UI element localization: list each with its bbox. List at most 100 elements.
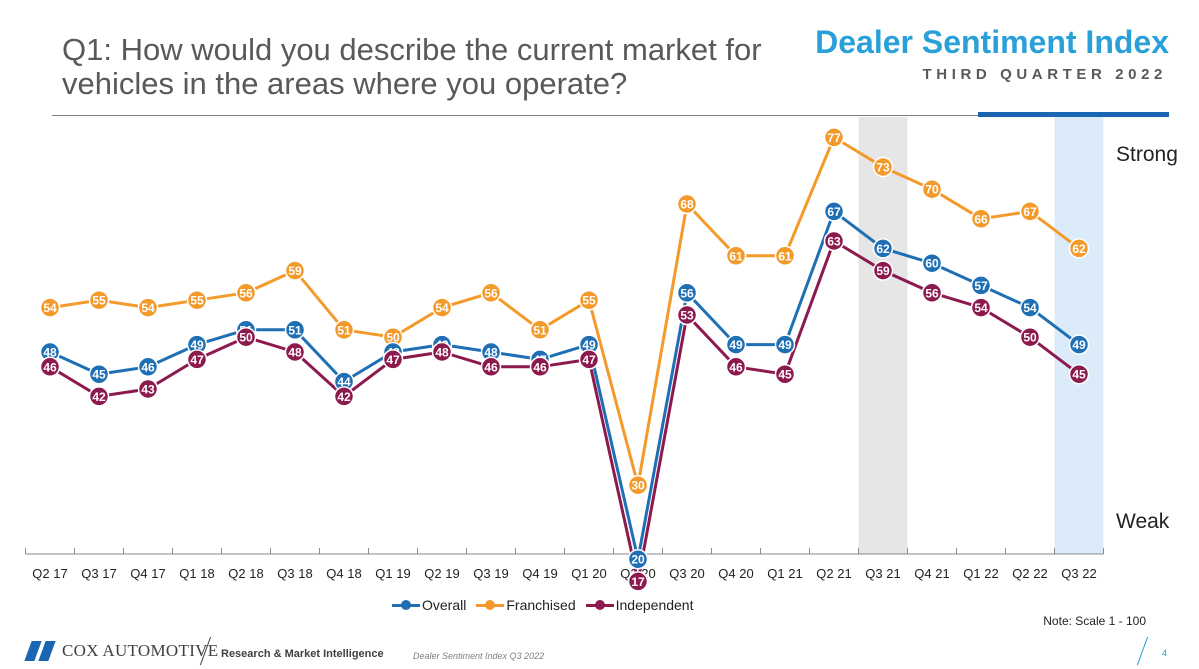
data-label-overall: 60 [925,257,939,271]
data-label-overall: 49 [582,338,596,352]
point-marker-independent [88,386,110,407]
data-point-overall: 60 [921,252,943,274]
legend-label-overall: Overall [422,597,467,613]
point-marker-franchised [970,208,992,230]
data-point-overall: 49 [774,334,796,355]
point-marker-independent [774,363,796,385]
data-point-franchised: 54 [137,297,159,318]
point-marker-franchised [235,282,257,304]
data-point-franchised: 56 [480,282,502,304]
point-marker-independent [382,349,404,370]
point-marker-independent [1019,326,1041,348]
series-line-independent [49,239,1080,583]
x-tick-label-q3-21: Q3 21 [865,566,900,581]
data-point-overall: 67 [823,201,845,222]
data-point-independent: 46 [39,356,61,378]
data-point-independent: 43 [137,378,159,400]
data-label-franchised: 54 [435,301,449,315]
brand-subtitle: THIRD QUARTER 2022 [922,66,1167,83]
y-label-weak: Weak [1116,510,1170,533]
point-marker-overall [88,363,110,385]
point-marker-franchised [627,474,649,496]
data-label-independent: 46 [533,360,547,374]
point-marker-independent [529,356,551,378]
x-tick-label-q3-20: Q3 20 [669,566,704,581]
point-marker-independent [970,297,992,318]
data-label-overall: 62 [876,242,890,256]
x-tick-label-q1-18: Q1 18 [179,566,214,581]
point-marker-independent [823,230,845,252]
data-label-independent: 63 [827,235,841,249]
point-marker-franchised [333,319,355,341]
data-label-overall: 46 [141,360,155,374]
data-label-independent: 42 [92,390,106,404]
data-point-independent: 53 [676,304,698,326]
data-label-independent: 47 [386,353,400,367]
point-marker-franchised [137,297,159,318]
point-marker-overall [872,238,894,259]
x-axis: Q2 17 Q3 17 Q4 17 Q1 18 Q2 18 Q3 18 Q4 18 Q1 19… [25,548,1104,581]
data-label-independent: 45 [1072,368,1086,382]
x-tick-label-q1-19: Q1 19 [375,566,410,581]
x-tick-label-q3-19: Q3 19 [473,566,508,581]
point-marker-franchised [431,297,453,318]
legend-swatch-franchised [476,598,505,612]
data-label-franchised: 61 [729,249,743,263]
data-point-overall: 62 [872,238,894,259]
data-label-franchised: 50 [386,331,400,345]
x-tick-label-q2-19: Q2 19 [424,566,459,581]
data-point-independent: 47 [186,349,208,370]
data-point-franchised: 70 [921,178,943,200]
data-label-independent: 42 [337,390,351,404]
data-label-independent: 47 [582,353,596,367]
data-point-overall: 51 [284,319,306,341]
x-tick-label-q4-21: Q4 21 [914,566,949,581]
data-point-overall: 57 [970,275,992,296]
data-point-independent: 50 [235,326,257,348]
point-marker-franchised [725,245,747,267]
data-point-overall: 20 [627,548,649,570]
data-point-independent: 46 [725,356,747,378]
data-point-franchised: 77 [823,127,845,148]
data-label-franchised: 59 [288,264,302,278]
point-marker-overall [970,275,992,296]
data-point-independent: 45 [774,363,796,385]
brand-title: Dealer Sentiment Index [815,24,1169,60]
point-marker-independent [725,356,747,378]
data-point-overall: 48 [480,341,502,363]
data-label-overall: 57 [974,279,988,293]
data-label-franchised: 55 [92,294,106,308]
data-point-franchised: 73 [872,156,894,178]
point-marker-overall [921,252,943,274]
data-label-overall: 49 [1072,338,1086,352]
data-label-franchised: 67 [1023,205,1037,219]
data-label-franchised: 61 [778,249,792,263]
data-point-franchised: 55 [578,289,600,311]
footer-doc-name: Dealer Sentiment Index Q3 2022 [413,651,545,661]
point-marker-independent [480,356,502,378]
x-tick-label-q4-19: Q4 19 [522,566,557,581]
point-marker-franchised [39,297,61,318]
legend-item-independent: Independent [585,597,693,613]
question-line-1: Q1: How would you describe the current m… [62,32,762,67]
data-point-overall: 44 [333,371,355,392]
point-marker-independent [921,282,943,304]
point-marker-independent [333,386,355,407]
point-marker-overall [676,282,698,304]
data-label-franchised: 55 [190,294,204,308]
data-point-franchised: 55 [88,289,110,311]
data-label-overall: 49 [190,338,204,352]
footer-unit: Research & Market Intelligence [221,648,384,660]
data-label-franchised: 77 [827,131,841,145]
data-label-independent: 56 [925,286,939,300]
data-point-franchised: 61 [725,245,747,267]
point-marker-overall [137,356,159,378]
legend-item-franchised: Franchised [476,597,576,613]
data-point-independent: 42 [333,386,355,407]
data-label-franchised: 51 [533,323,547,337]
data-point-franchised: 62 [1068,238,1090,259]
series-points: 54 55 54 55 56 59 51 50 54 56 51 55 30 68 61 61 77 73 70 66… [39,127,1090,592]
legend-label-franchised: Franchised [506,597,576,613]
data-label-overall: 20 [631,553,645,567]
data-label-independent: 54 [974,301,988,315]
